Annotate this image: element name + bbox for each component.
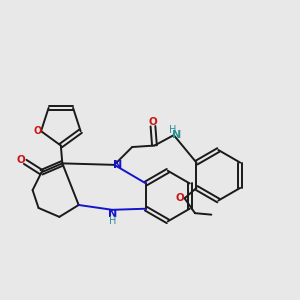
Text: N: N [108, 209, 117, 219]
Text: O: O [16, 155, 25, 165]
Text: H: H [109, 216, 116, 226]
Text: O: O [176, 193, 184, 203]
Text: N: N [172, 130, 182, 140]
Text: H: H [169, 125, 176, 135]
Text: O: O [148, 117, 157, 127]
Text: O: O [33, 126, 42, 136]
Text: N: N [113, 160, 122, 170]
